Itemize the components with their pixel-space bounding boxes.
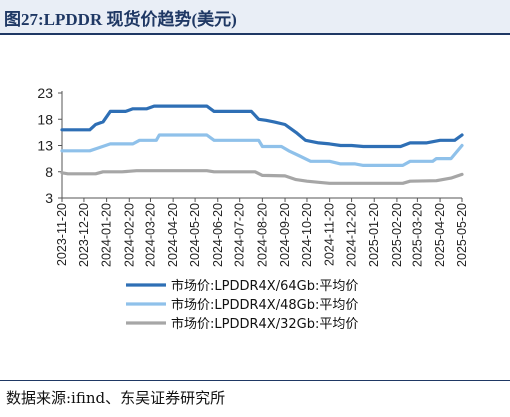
legend-label-2: 市场价:LPDDR4X/48Gb:平均价 xyxy=(171,297,358,313)
y-tick-label: 13 xyxy=(37,138,53,154)
legend-label-1: 市场价:LPDDR4X/64Gb:平均价 xyxy=(171,278,358,294)
x-tick-label: 2025-02-20 xyxy=(390,203,404,267)
x-tick-label: 2025-04-20 xyxy=(433,203,447,267)
series-line-1 xyxy=(60,104,464,149)
x-tick-label: 2024-04-20 xyxy=(166,203,180,267)
x-tick-label: 2024-01-20 xyxy=(100,203,114,267)
x-tick-label: 2024-06-20 xyxy=(211,203,225,267)
title-divider xyxy=(0,33,510,35)
y-tick-label: 18 xyxy=(37,111,53,127)
x-tick-label: 2024-08-20 xyxy=(255,203,269,267)
series-line-2 xyxy=(60,133,464,167)
x-tick-label: 2024-09-20 xyxy=(278,203,292,267)
y-tick-labels: 3 8 13 18 23 xyxy=(37,85,53,206)
x-tick-label: 2025-03-20 xyxy=(410,203,424,267)
x-tick-label: 2024-10-20 xyxy=(300,203,314,267)
y-tick-label: 3 xyxy=(45,190,53,206)
x-tick-label: 2024-03-20 xyxy=(143,203,157,267)
y-tick-label: 23 xyxy=(37,85,53,101)
x-tick-label: 2024-07-20 xyxy=(233,203,247,267)
series-line-3 xyxy=(60,169,464,185)
page-title: 图27:LPDDR 现货价趋势(美元) xyxy=(4,10,237,29)
chart-axes xyxy=(58,91,463,202)
x-tick-label: 2024-05-20 xyxy=(188,203,202,267)
x-tick-label: 2025-05-20 xyxy=(455,203,469,267)
legend-label-3: 市场价:LPDDR4X/32Gb:平均价 xyxy=(171,316,358,332)
y-tick-label: 8 xyxy=(45,164,53,180)
x-tick-label: 2023-12-20 xyxy=(77,203,91,267)
x-tick-label: 2024-12-20 xyxy=(345,203,359,267)
title-bar xyxy=(0,0,510,33)
source-divider xyxy=(0,380,510,381)
x-tick-label: 2024-02-20 xyxy=(122,203,136,267)
chart-legend: 市场价:LPDDR4X/64Gb:平均价市场价:LPDDR4X/48Gb:平均价… xyxy=(126,278,358,332)
x-tick-label: 2024-11-20 xyxy=(323,203,337,266)
x-tick-label: 2023-11-20 xyxy=(55,203,69,266)
series-lines xyxy=(60,104,464,185)
source-note: 数据来源:ifind、东吴证券研究所 xyxy=(6,389,226,407)
x-tick-labels: 2023-11-20 2023-12-20 2024-01-20 2024-02-20… xyxy=(55,203,469,267)
x-tick-label: 2025-01-20 xyxy=(367,203,381,267)
